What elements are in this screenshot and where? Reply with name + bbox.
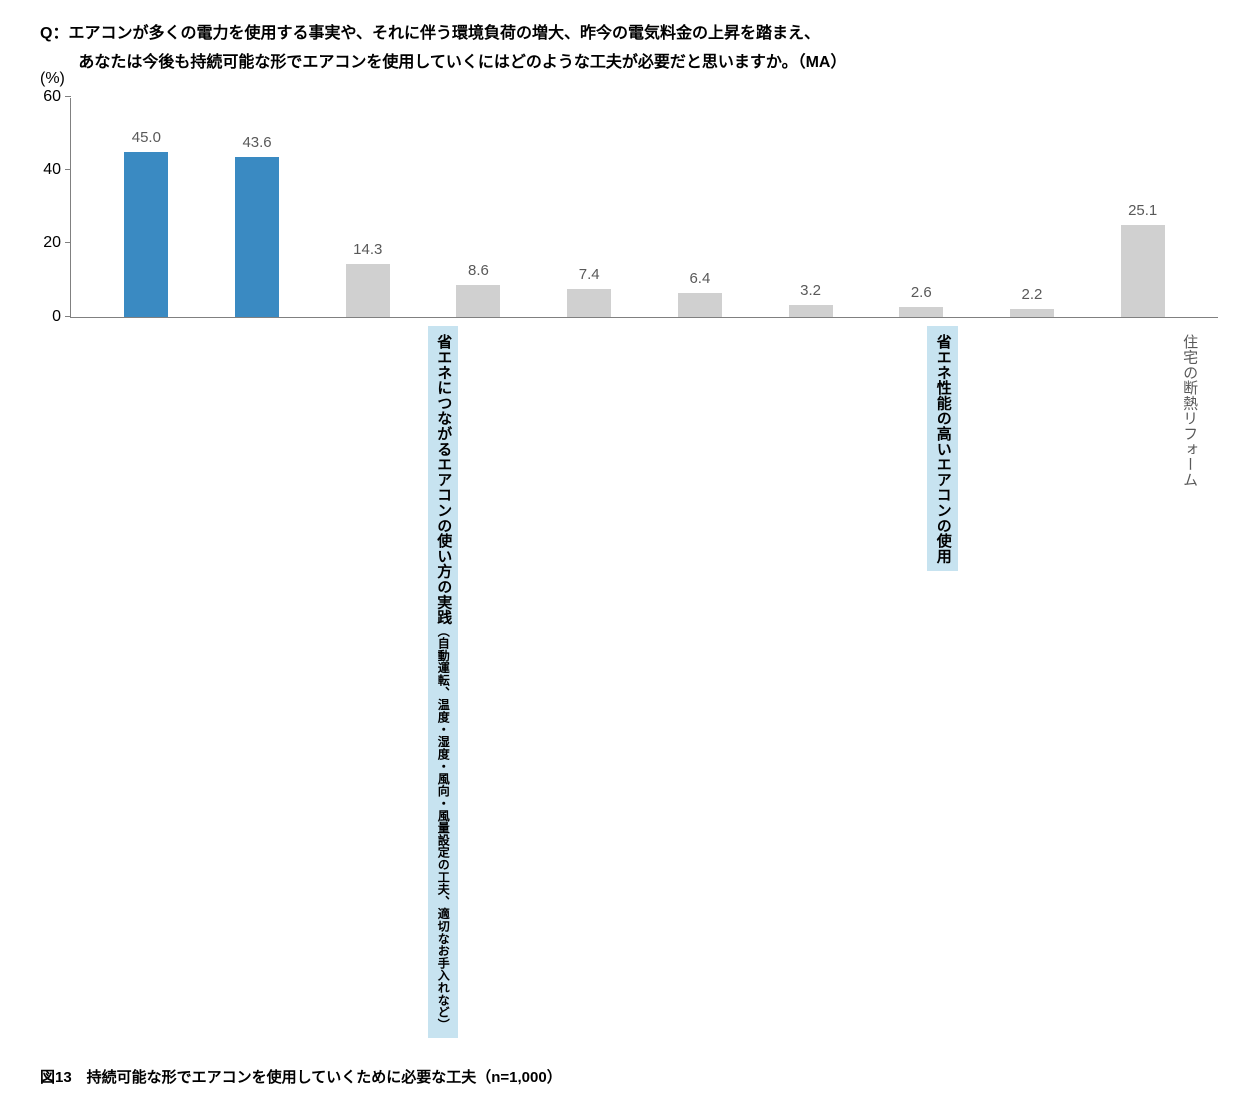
bar-value-label: 8.6 bbox=[468, 262, 489, 279]
category-label-main: 住宅の断熱リフォーム bbox=[1181, 334, 1198, 487]
bar bbox=[1121, 225, 1165, 317]
y-tick bbox=[65, 242, 71, 243]
label-slot: 省エネ性能の高いエアコンの使用 bbox=[796, 326, 1089, 1039]
bars-row: 45.0 43.6 14.3 8.6 7.4 6.4 3.2 2.6 2.2 25.1 bbox=[71, 98, 1218, 317]
y-tick-label: 0 bbox=[31, 308, 61, 326]
bar-value-label: 2.6 bbox=[911, 284, 932, 301]
bar bbox=[678, 293, 722, 316]
bar-value-label: 6.4 bbox=[689, 270, 710, 287]
bar-value-label: 7.4 bbox=[579, 266, 600, 283]
bar-slot: 45.0 bbox=[91, 98, 202, 317]
category-label-main: 省エネ性能の高いエアコンの使用 bbox=[935, 334, 952, 564]
bar bbox=[346, 264, 390, 316]
question-line1: Q：エアコンが多くの電力を使用する事実や、それに伴う環境負荷の増大、昨今の電気料… bbox=[40, 20, 1218, 49]
bar-slot: 8.6 bbox=[423, 98, 534, 317]
bar-value-label: 14.3 bbox=[353, 241, 382, 258]
bar-value-label: 3.2 bbox=[800, 282, 821, 299]
bar-slot: 2.2 bbox=[977, 98, 1088, 317]
y-axis-unit: (%) bbox=[40, 70, 65, 88]
y-tick bbox=[65, 96, 71, 97]
label-slot: 省エネにつながるエアコンの使い方の実践（自動運転、温度・湿度・風向・風量設定の工… bbox=[90, 326, 796, 1039]
y-tick-label: 40 bbox=[31, 161, 61, 179]
bar-value-label: 43.6 bbox=[242, 134, 271, 151]
survey-question: Q：エアコンが多くの電力を使用する事実や、それに伴う環境負荷の増大、昨今の電気料… bbox=[40, 20, 1218, 78]
y-tick-label: 20 bbox=[31, 234, 61, 252]
bar-slot: 43.6 bbox=[202, 98, 313, 317]
plot-area: 45.043.614.38.67.46.43.22.62.225.1 02040… bbox=[70, 98, 1218, 318]
bar bbox=[456, 285, 500, 317]
bar-chart: (%) 45.043.614.38.67.46.43.22.62.225.1 0… bbox=[70, 98, 1218, 1039]
bar bbox=[1010, 309, 1054, 317]
question-line2: あなたは今後も持続可能な形でエアコンを使用していくにはどのような工夫が必要だと思… bbox=[40, 49, 1218, 78]
bar-slot: 3.2 bbox=[755, 98, 866, 317]
bar-value-label: 25.1 bbox=[1128, 202, 1157, 219]
bar-slot: 7.4 bbox=[534, 98, 645, 317]
y-tick bbox=[65, 169, 71, 170]
bar bbox=[124, 152, 168, 317]
bar-slot: 14.3 bbox=[312, 98, 423, 317]
label-slot: 住宅の断熱リフォーム bbox=[1089, 326, 1258, 1039]
bar-slot: 25.1 bbox=[1087, 98, 1198, 317]
category-label: 省エネにつながるエアコンの使い方の実践（自動運転、温度・湿度・風向・風量設定の工… bbox=[428, 326, 459, 1039]
category-label: 省エネ性能の高いエアコンの使用 bbox=[927, 326, 958, 572]
y-tick-label: 60 bbox=[31, 88, 61, 106]
bar-value-label: 2.2 bbox=[1022, 286, 1043, 303]
figure-caption: 図13 持続可能な形でエアコンを使用していくために必要な工夫（n=1,000） bbox=[40, 1066, 1218, 1087]
bar bbox=[899, 307, 943, 317]
bar bbox=[235, 157, 279, 317]
bar-slot: 2.6 bbox=[866, 98, 977, 317]
bar bbox=[567, 289, 611, 316]
bar bbox=[789, 305, 833, 317]
category-label-main: 省エネにつながるエアコンの使い方の実践 bbox=[435, 334, 452, 625]
category-label: 住宅の断熱リフォーム bbox=[1173, 326, 1204, 495]
labels-row: 省エネにつながるエアコンの使い方の実践（自動運転、温度・湿度・風向・風量設定の工… bbox=[70, 326, 1218, 1039]
bar-slot: 6.4 bbox=[645, 98, 756, 317]
y-tick bbox=[65, 316, 71, 317]
category-label-sub: （自動運転、温度・湿度・風向・風量設定の工夫、適切なお手入れなど） bbox=[436, 624, 450, 1030]
bar-value-label: 45.0 bbox=[132, 129, 161, 146]
